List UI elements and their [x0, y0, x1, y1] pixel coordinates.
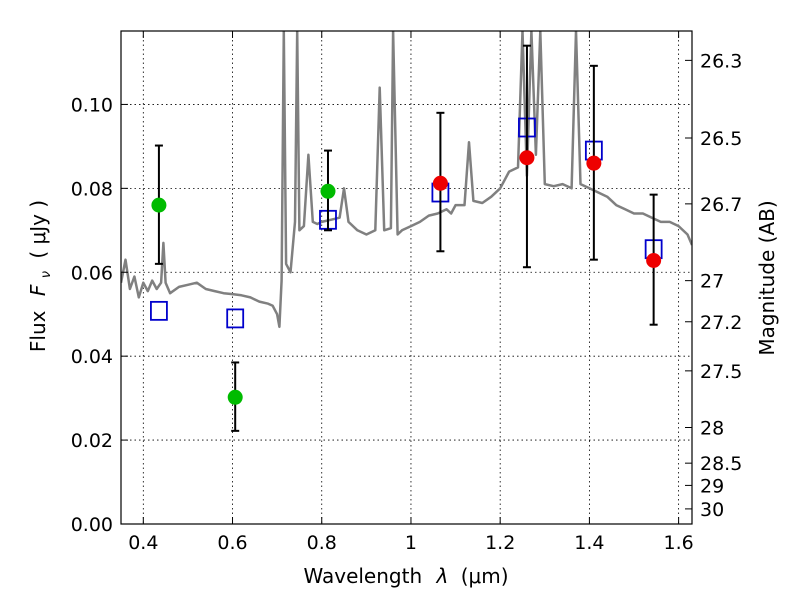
observed-flux-point	[151, 197, 167, 213]
x-tick-label: 0.8	[307, 532, 337, 554]
y2-tick-label: 27.5	[700, 361, 742, 383]
y2-tick-label: 28	[700, 417, 724, 439]
y2-tick-label: 27.2	[700, 312, 742, 334]
y2-axis-title: Magnitude (AB)	[755, 200, 779, 355]
y2-tick-label: 26.7	[700, 194, 742, 216]
x-tick-label: 1.2	[485, 532, 515, 554]
y-tick-label: 0.02	[71, 430, 113, 452]
observed-flux-point	[320, 183, 336, 199]
model-photometry-square	[226, 308, 245, 329]
y2-tick-label: 27	[700, 271, 724, 293]
plot-frame	[120, 30, 693, 525]
y2-axis-label: Magnitude (AB)	[755, 200, 779, 355]
plot-content	[121, 31, 692, 432]
y2-tick-label: 30	[700, 499, 724, 521]
x-tick-label: 1.4	[574, 532, 604, 554]
x-tick-label: 0.6	[217, 532, 247, 554]
y-tick-label: 0.08	[71, 178, 113, 200]
svg-text:Flux F ν ( μ: Flux F ν ( μJy )	[26, 200, 55, 352]
y2-tick-label: 26.3	[700, 50, 742, 72]
y2-tick-label: 29	[700, 475, 724, 497]
y-tick-label: 0.06	[71, 262, 113, 284]
x-axis-label-symbol: λ	[436, 564, 449, 588]
x-tick-label: 0.4	[128, 532, 158, 554]
y-tick-label: 0.00	[71, 514, 113, 536]
y-tick-label: 0.04	[71, 346, 113, 368]
observed-flux-point	[227, 389, 243, 405]
observed-flux-point	[432, 175, 448, 191]
y-axis-title: Flux F ν ( μJy )	[26, 200, 55, 352]
plot-area: 0.4 0.6 0.8 1 1.2 1.4 1.6 0.00 0.02 0.04 0.06 0.08 0…	[71, 30, 742, 554]
observed-flux-point	[646, 253, 662, 269]
y2-tick-label: 28.5	[700, 453, 742, 475]
y-axis-label-subscript: ν	[39, 271, 54, 278]
x-axis-label-unit: (μm)	[461, 564, 509, 588]
svg-text:Wavelength λ (μm): Wavelength λ (μm)	[303, 564, 508, 588]
y-axis-label-symbol: F	[26, 284, 50, 296]
model-spectrum-line	[121, 31, 692, 329]
x-axis-label-text: Wavelength	[303, 564, 422, 588]
y2-tick-label: 26.5	[700, 128, 742, 150]
x-axis-title: Wavelength λ (μm)	[303, 564, 508, 588]
x-tick-label: 1	[405, 532, 417, 554]
model-photometry-square	[150, 300, 168, 321]
observed-flux-point	[586, 155, 602, 171]
observed-flux-point	[519, 150, 535, 166]
y-axis-label-text: Flux	[26, 310, 50, 352]
y-tick-label: 0.10	[71, 94, 113, 116]
y-axis-label-unit: ( μJy )	[26, 200, 50, 259]
x-tick-label: 1.6	[664, 532, 694, 554]
